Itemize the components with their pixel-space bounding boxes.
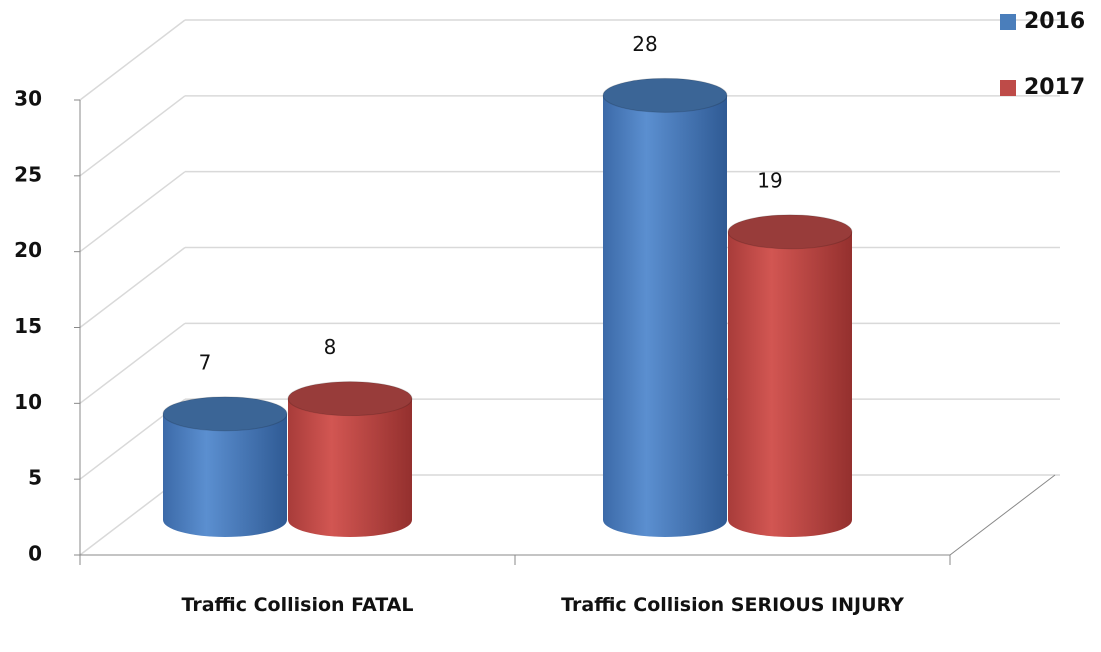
y-tick-label: 20 (14, 238, 42, 262)
legend-label: 2016 (1024, 9, 1085, 34)
grid-line (79, 171, 186, 253)
value-label: 7 (199, 350, 212, 374)
x-tick-label: Traffic Collision FATAL (181, 594, 414, 616)
y-tick-label: 25 (14, 162, 42, 186)
bar-top (727, 214, 853, 250)
value-label: 19 (757, 168, 782, 192)
y-tick-label: 0 (28, 542, 42, 566)
bar (603, 95, 727, 520)
legend-swatch (1000, 80, 1016, 96)
bar-top (287, 381, 413, 417)
bar-top (602, 77, 728, 113)
bar (728, 231, 852, 521)
legend-label: 2017 (1024, 75, 1085, 100)
bar-top (162, 396, 288, 432)
grid-line (79, 19, 186, 101)
floor-right (949, 474, 1056, 556)
y-tick-label: 5 (28, 466, 42, 490)
y-tick-label: 15 (14, 314, 42, 338)
grid-line (79, 322, 186, 404)
value-label: 8 (324, 335, 337, 359)
value-label: 28 (632, 32, 657, 56)
x-tick-label: Traffic Collision SERIOUS INJURY (561, 594, 904, 616)
y-tick-label: 10 (14, 390, 42, 414)
grid-line (79, 95, 186, 177)
bar (288, 398, 412, 520)
bar (163, 413, 287, 520)
y-tick-label: 30 (14, 87, 42, 111)
legend-swatch (1000, 14, 1016, 30)
grid-line (79, 246, 186, 329)
